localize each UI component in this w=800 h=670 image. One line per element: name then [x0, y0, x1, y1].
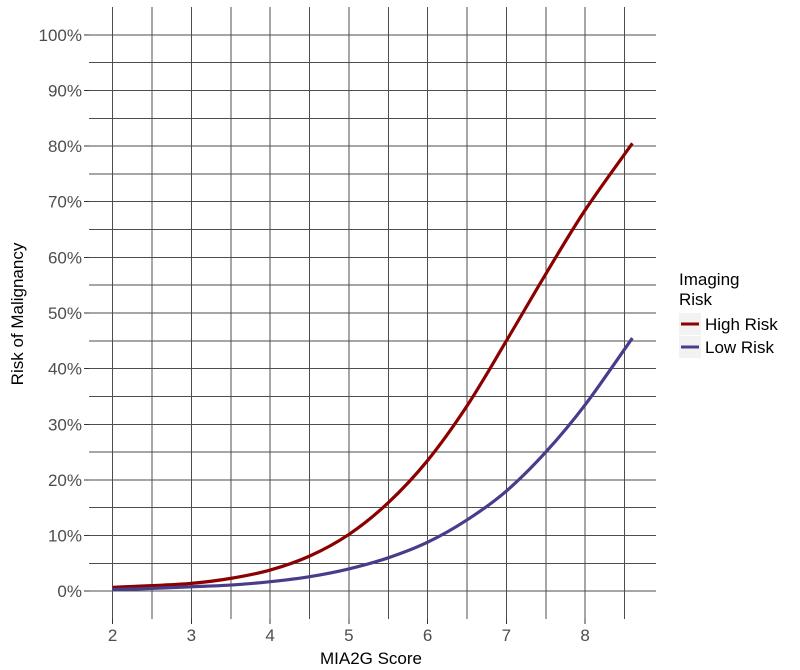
legend-item-low-risk: Low Risk	[679, 336, 774, 358]
x-tick-label: 3	[187, 626, 196, 645]
x-tick-label: 6	[423, 626, 432, 645]
y-tick-label: 90%	[48, 81, 82, 100]
x-tick-label: 4	[265, 626, 274, 645]
legend-label-low-risk: Low Risk	[705, 338, 774, 357]
legend-label-high-risk: High Risk	[705, 315, 778, 334]
series-lines	[112, 142, 634, 592]
legend: Imaging Risk High Risk Low Risk	[679, 270, 778, 358]
series-line-high-risk	[112, 142, 634, 589]
y-tick-label: 20%	[48, 471, 82, 490]
y-tick-label: 60%	[48, 248, 82, 267]
y-tick-label: 30%	[48, 415, 82, 434]
legend-title-line-1: Imaging	[679, 270, 739, 289]
x-tick-label: 5	[344, 626, 353, 645]
y-tick-label: 10%	[48, 527, 82, 546]
y-tick-label: 0%	[57, 582, 82, 601]
legend-item-high-risk: High Risk	[679, 313, 778, 335]
x-tick-label: 2	[108, 626, 117, 645]
grid	[89, 7, 656, 619]
y-tick-label: 100%	[39, 26, 82, 45]
y-tick-label: 70%	[48, 193, 82, 212]
y-tick-label: 80%	[48, 137, 82, 156]
y-tick-label: 40%	[48, 360, 82, 379]
y-tick-label: 50%	[48, 304, 82, 323]
x-tick-label: 7	[502, 626, 511, 645]
legend-title-line-2: Risk	[679, 290, 713, 309]
series-line-low-risk	[112, 337, 634, 592]
x-axis-title: MIA2G Score	[320, 649, 422, 668]
x-tick-label: 8	[580, 626, 589, 645]
y-axis: 0% 10% 20% 30% 40% 50% 60% 70% 80% 90% 100%	[39, 26, 89, 601]
x-axis: 2 3 4 5 6 7 8	[108, 619, 590, 645]
y-axis-title: Risk of Malignancy	[8, 242, 27, 385]
